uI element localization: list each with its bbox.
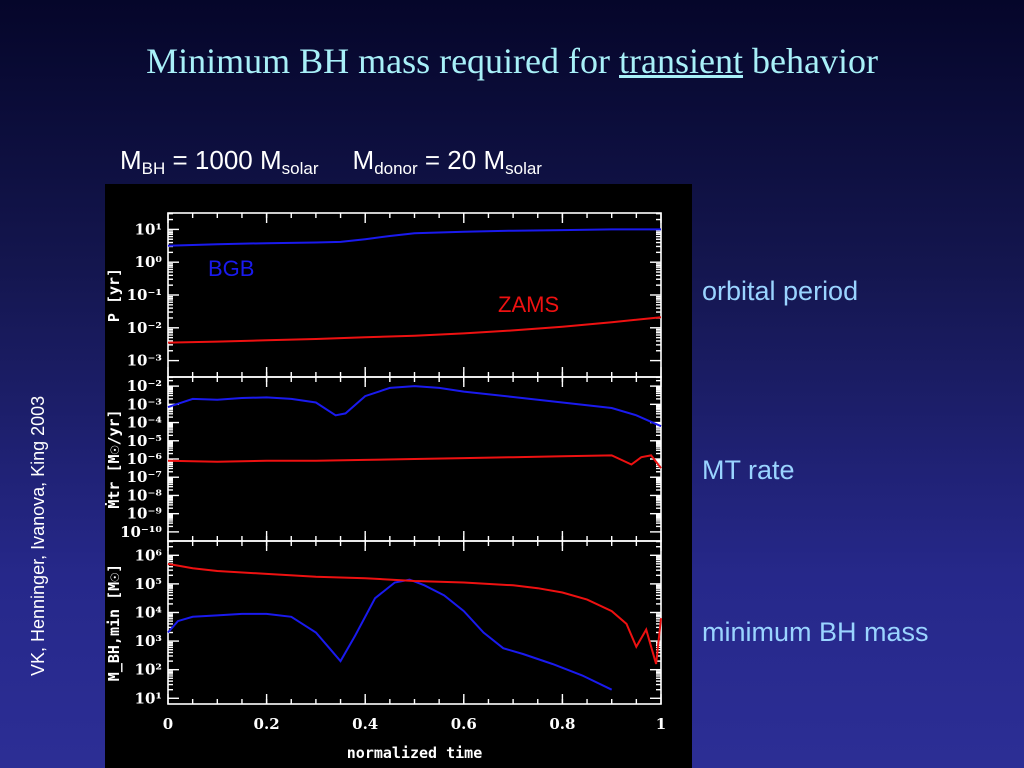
mt-rate-label: MT rate	[702, 455, 795, 485]
series-line-zams	[167, 454, 662, 469]
y-tick-label: 10⁻¹⁰	[120, 523, 162, 541]
y-tick-label: 10⁻²	[127, 319, 162, 337]
panel-frame	[167, 540, 662, 705]
series-label-zams: ZAMS	[498, 292, 559, 317]
y-tick-label: 10⁰	[135, 253, 163, 271]
donor-mass-param: Mdonor = 20 Msolar	[352, 145, 542, 178]
bh-mass-param: MBH = 1000 Msolar	[120, 145, 319, 178]
y-tick-label: 10⁴	[135, 603, 163, 621]
panel-2: 10⁻²10⁻³10⁻⁴10⁻⁵10⁻⁶10⁻⁷10⁻⁸10⁻⁹10⁻¹⁰ Ṁtr…	[105, 376, 662, 542]
panel-3: 10⁶ 10⁵ 10⁴ 10³ 10² 10¹ M_BH,min [M☉]	[105, 540, 662, 707]
chart-panel: 10¹ 10⁰ 10⁻¹ 10⁻² 10⁻³ P [yr] BGB ZAMS 10⁻² 10⁻³ 1…	[105, 184, 692, 768]
y-tick-label: 10⁻⁸	[127, 486, 163, 504]
y-tick-label: 10⁻⁹	[127, 505, 162, 523]
series-line-bgb	[167, 228, 661, 247]
minimum-bh-mass-label: minimum BH mass	[702, 617, 929, 647]
x-axis-label: normalized time	[347, 744, 482, 762]
x-tick-label: 1	[656, 715, 666, 733]
series-line-zams	[167, 562, 662, 665]
y-tick-label: 10¹	[135, 689, 162, 707]
y-tick-label: 10³	[135, 632, 162, 650]
y-tick-label: 10⁶	[135, 546, 163, 564]
y-axis-label: M_BH,min [M☉]	[105, 564, 123, 681]
y-tick-label: 10⁻⁷	[127, 468, 162, 486]
slide-title: Minimum BH mass required for transient b…	[0, 40, 1024, 82]
series-line-bgb	[167, 578, 613, 691]
series-label-bgb: BGB	[208, 256, 254, 281]
x-tick-label: 0	[163, 715, 173, 733]
y-tick-label: 10⁻¹	[127, 286, 162, 304]
x-tick-label: 0.2	[254, 715, 280, 733]
y-tick-label: 10¹	[135, 220, 162, 238]
x-tick-label: 0.8	[549, 715, 575, 733]
y-tick-label: 10⁵	[135, 575, 162, 593]
series-line-zams	[167, 316, 662, 344]
y-tick-label: 10⁻³	[127, 395, 162, 413]
series-line-bgb	[167, 385, 662, 428]
y-tick-label: 10⁻⁴	[127, 414, 163, 432]
title-part-2: behavior	[742, 41, 878, 81]
author-credit: VK, Henninger, Ivanova, King 2003	[28, 395, 48, 676]
orbital-period-label: orbital period	[702, 276, 859, 306]
x-tick-label: 0.6	[451, 715, 477, 733]
y-tick-label: 10⁻⁵	[127, 432, 162, 450]
y-tick-label: 10⁻⁶	[127, 450, 163, 468]
title-underlined-word: transient	[619, 41, 743, 81]
y-tick-label: 10²	[135, 661, 162, 679]
y-tick-label: 10⁻³	[127, 352, 162, 370]
panel-1: 10¹ 10⁰ 10⁻¹ 10⁻² 10⁻³ P [yr] BGB ZAMS	[105, 212, 662, 378]
y-tick-label: 10⁻²	[127, 377, 162, 395]
x-tick-label: 0.4	[352, 715, 378, 733]
y-axis-label: Ṁtr [M☉/yr]	[105, 409, 123, 508]
y-axis-label: P [yr]	[105, 268, 123, 322]
title-part-1: Minimum BH mass required for	[146, 41, 620, 81]
parameters-line: MBH = 1000 Msolar Mdonor = 20 Msolar	[120, 145, 680, 179]
panel-frame	[167, 212, 662, 378]
